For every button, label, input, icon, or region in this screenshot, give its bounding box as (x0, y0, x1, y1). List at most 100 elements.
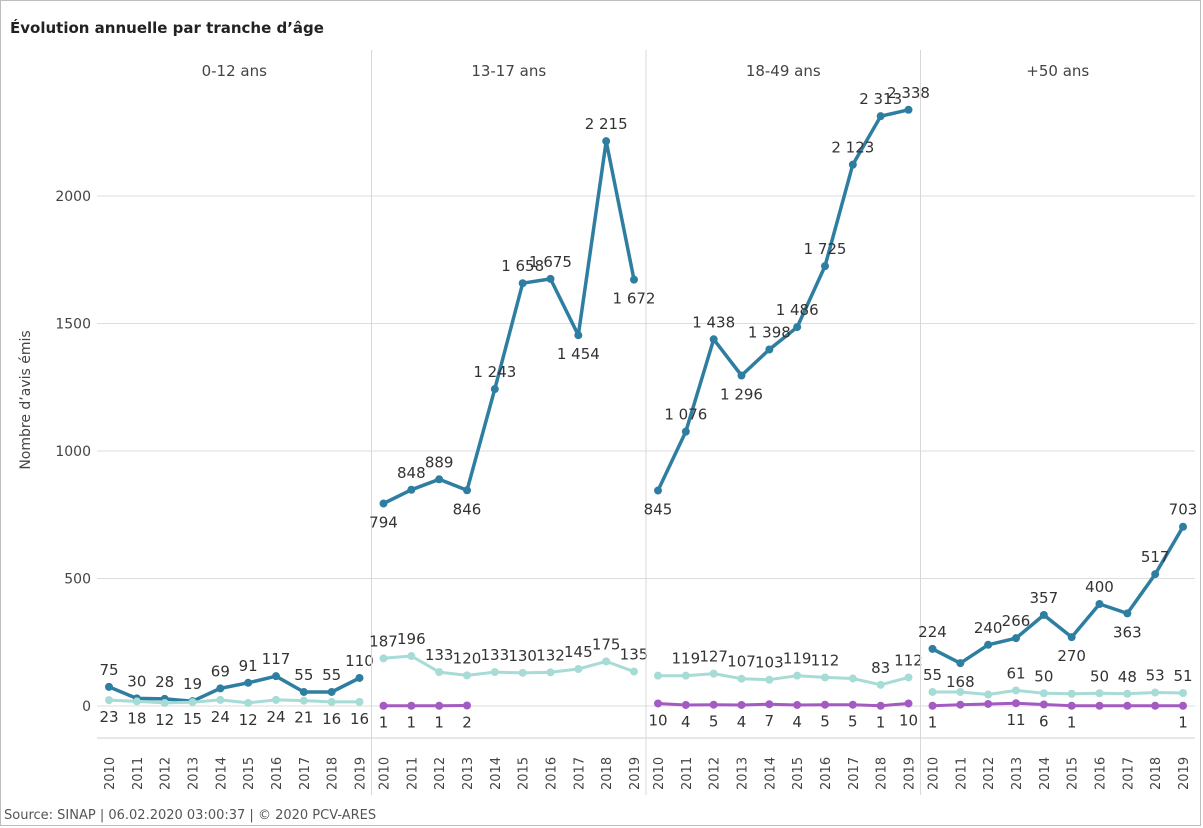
data-point[interactable] (1012, 699, 1020, 708)
data-point[interactable] (1123, 701, 1132, 710)
data-point[interactable] (793, 700, 802, 709)
data-point[interactable] (1012, 686, 1020, 695)
data-point[interactable] (821, 700, 829, 709)
data-point[interactable] (681, 671, 690, 680)
data-point[interactable] (793, 323, 802, 332)
data-point[interactable] (1123, 609, 1132, 618)
data-point[interactable] (737, 674, 746, 683)
data-point[interactable] (654, 486, 662, 495)
data-point[interactable] (904, 699, 913, 708)
data-point[interactable] (379, 499, 388, 508)
data-point[interactable] (848, 700, 857, 709)
data-point[interactable] (765, 345, 774, 354)
data-point[interactable] (984, 640, 993, 649)
data-point[interactable] (1067, 633, 1076, 642)
data-point[interactable] (574, 665, 583, 674)
data-point[interactable] (407, 485, 416, 494)
data-point[interactable] (904, 105, 913, 114)
data-point[interactable] (1067, 701, 1076, 710)
data-point[interactable] (490, 668, 499, 677)
data-point[interactable] (1095, 701, 1104, 710)
data-point[interactable] (1095, 689, 1104, 698)
data-point[interactable] (876, 112, 885, 121)
data-point[interactable] (654, 671, 662, 680)
data-point[interactable] (681, 427, 690, 436)
data-point[interactable] (188, 698, 197, 707)
data-point[interactable] (216, 684, 225, 693)
data-point[interactable] (765, 675, 774, 684)
data-point[interactable] (1179, 688, 1187, 697)
data-point[interactable] (956, 687, 965, 696)
data-point[interactable] (463, 701, 471, 710)
data-point[interactable] (654, 699, 662, 708)
data-point[interactable] (272, 695, 280, 704)
data-point[interactable] (876, 701, 885, 710)
data-point[interactable] (848, 160, 857, 169)
data-point[interactable] (876, 680, 885, 689)
data-point[interactable] (244, 678, 253, 687)
data-point[interactable] (821, 262, 829, 271)
data-point[interactable] (546, 668, 555, 677)
data-point[interactable] (928, 701, 937, 710)
data-point[interactable] (463, 486, 471, 495)
data-point[interactable] (1095, 600, 1104, 608)
data-point[interactable] (244, 698, 253, 707)
data-point[interactable] (355, 673, 364, 682)
data-point[interactable] (490, 385, 499, 394)
data-point[interactable] (463, 671, 471, 680)
data-point[interactable] (630, 275, 638, 284)
data-point[interactable] (928, 687, 937, 696)
data-point[interactable] (574, 331, 583, 340)
data-point[interactable] (132, 697, 141, 706)
data-point[interactable] (518, 668, 527, 677)
data-point[interactable] (1179, 522, 1187, 531)
data-point[interactable] (956, 700, 965, 709)
data-point[interactable] (160, 698, 169, 707)
data-point[interactable] (379, 654, 388, 663)
data-point[interactable] (1067, 689, 1076, 698)
data-point[interactable] (1039, 610, 1048, 619)
data-point[interactable] (216, 695, 225, 704)
data-point[interactable] (327, 687, 336, 696)
data-point[interactable] (904, 673, 913, 682)
data-point[interactable] (709, 700, 718, 709)
data-point[interactable] (956, 659, 965, 668)
data-point[interactable] (435, 475, 444, 484)
data-point[interactable] (546, 274, 555, 283)
data-point[interactable] (407, 652, 416, 661)
data-point[interactable] (299, 687, 308, 696)
data-point[interactable] (1151, 688, 1160, 697)
data-point[interactable] (928, 644, 937, 653)
data-point[interactable] (737, 371, 746, 380)
data-point[interactable] (1012, 634, 1020, 643)
data-point[interactable] (435, 701, 444, 710)
data-point[interactable] (1039, 700, 1048, 709)
data-point[interactable] (793, 671, 802, 680)
data-point[interactable] (1123, 689, 1132, 698)
data-point[interactable] (630, 667, 638, 676)
data-point[interactable] (709, 335, 718, 344)
data-point[interactable] (327, 697, 336, 706)
data-point[interactable] (1151, 570, 1160, 579)
data-point[interactable] (1179, 701, 1187, 710)
data-point[interactable] (299, 696, 308, 705)
data-point[interactable] (821, 673, 829, 682)
data-point[interactable] (105, 696, 113, 705)
data-point[interactable] (765, 700, 774, 709)
data-point[interactable] (272, 672, 280, 681)
data-point[interactable] (984, 699, 993, 708)
data-point[interactable] (681, 700, 690, 709)
data-point[interactable] (407, 701, 416, 710)
data-point[interactable] (435, 668, 444, 677)
data-point[interactable] (379, 701, 388, 710)
data-point[interactable] (848, 674, 857, 683)
data-point[interactable] (984, 690, 993, 699)
data-point[interactable] (737, 700, 746, 709)
data-point[interactable] (1151, 701, 1160, 710)
data-point[interactable] (602, 137, 611, 146)
data-point[interactable] (355, 697, 364, 706)
data-point[interactable] (105, 682, 113, 691)
data-point[interactable] (1039, 689, 1048, 698)
data-point[interactable] (518, 279, 527, 288)
data-point[interactable] (602, 657, 611, 666)
